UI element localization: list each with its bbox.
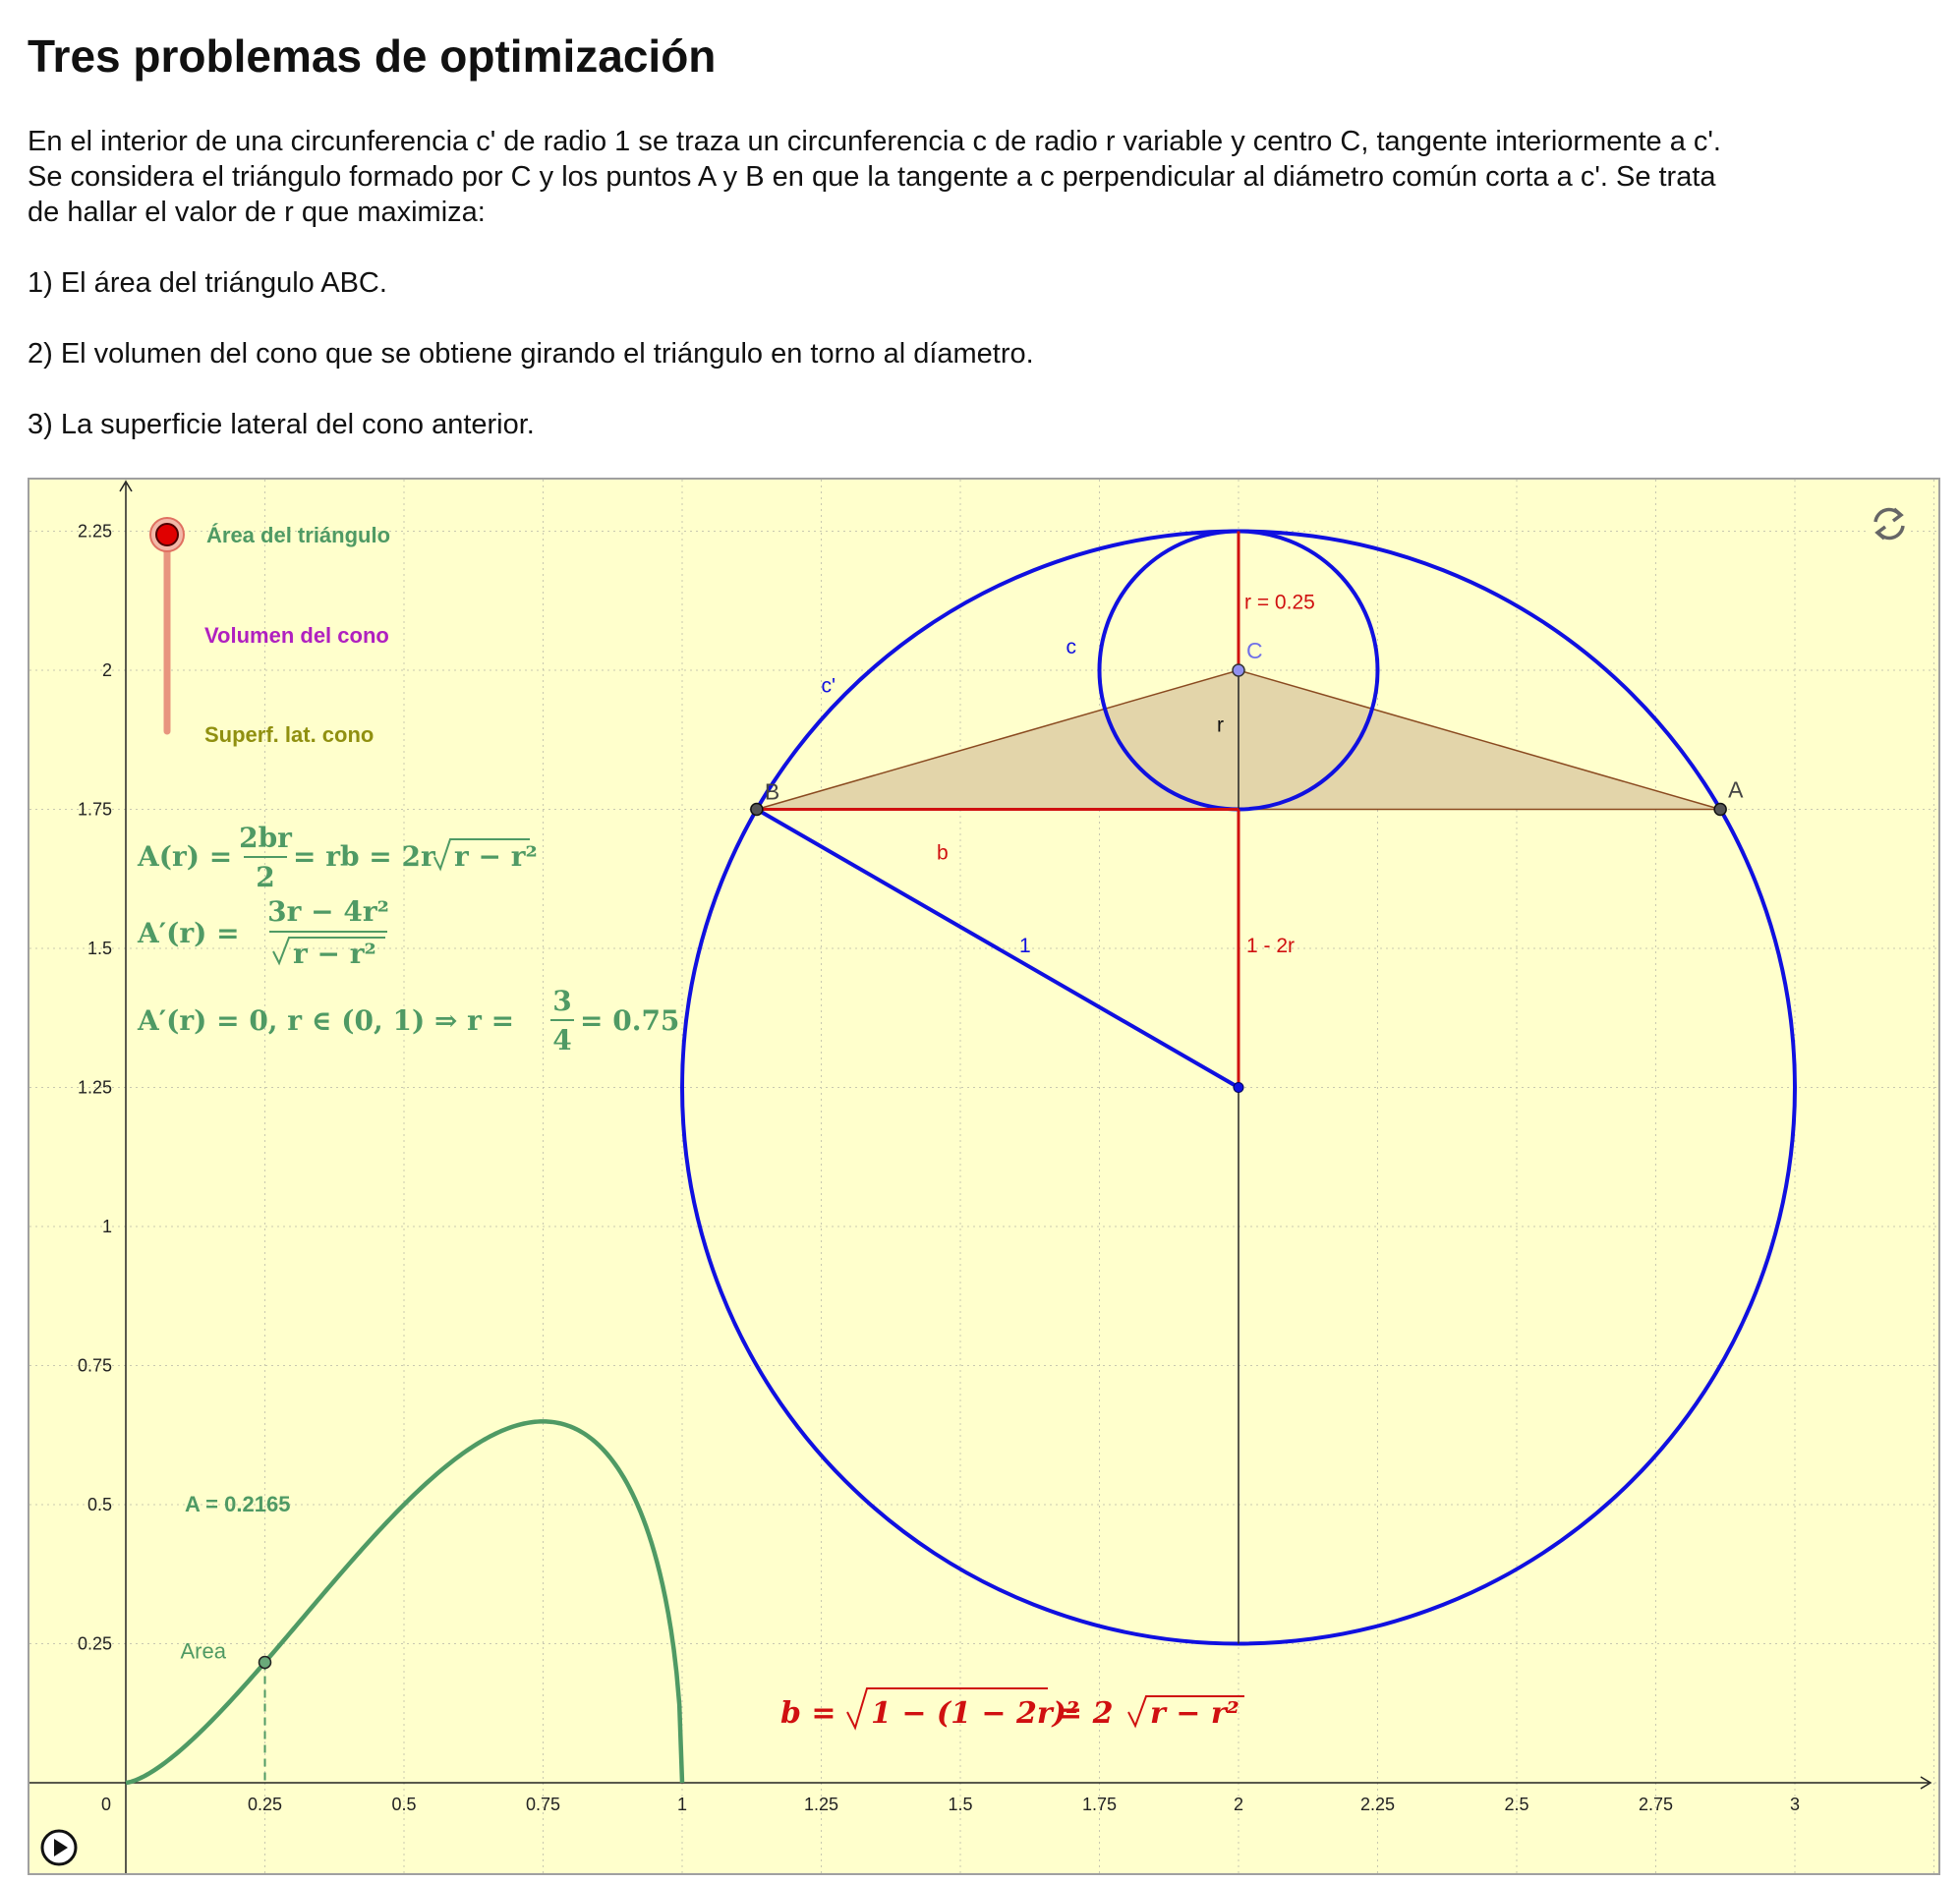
page-title: Tres problemas de optimización — [28, 30, 717, 82]
formula-area-rhs: = rb = 2r — [293, 840, 436, 873]
x-tick-label: 0.75 — [526, 1795, 560, 1814]
curve-point[interactable] — [258, 1655, 272, 1670]
problem-item-2: 2) El volumen del cono que se obtiene gi… — [28, 338, 1034, 370]
formula-critical-point: A′(r) = 0, r ∈ (0, 1) ⇒ r = 3 4 = 0.75 — [137, 985, 679, 1056]
x-tick-labels: 0 0.25 0.5 0.75 1 1.25 1.5 1.75 2 2.25 2.5 2.75 3 — [101, 1795, 1800, 1814]
formula-area-numerator: 2br — [239, 822, 293, 854]
label-circle-c: c — [1066, 636, 1077, 658]
y-tick-label: 2 — [102, 660, 112, 680]
y-tick-label: 1.5 — [87, 939, 112, 958]
formula-b-root: 1 − (1 − 2r)² — [871, 1696, 1079, 1731]
formula-b-lhs: b = — [780, 1696, 836, 1731]
curve-point-label: Area — [181, 1638, 227, 1663]
x-tick-label: 0.25 — [248, 1795, 282, 1814]
x-tick-label: 2 — [1234, 1795, 1243, 1814]
option-area-label[interactable]: Área del triángulo — [206, 523, 390, 547]
formula-area-lhs: A(r) = — [137, 840, 232, 873]
label-one: 1 — [1019, 935, 1031, 957]
label-b: b — [937, 841, 949, 864]
x-tick-label: 1.5 — [948, 1795, 972, 1814]
label-point-a: A — [1728, 777, 1744, 803]
x-axis-arrow — [1920, 1776, 1932, 1790]
point-b[interactable] — [750, 802, 764, 817]
option-surface-label[interactable]: Superf. lat. cono — [204, 722, 374, 747]
formula-derivative-root: r − r² — [293, 938, 376, 970]
formula-derivative-lhs: A′(r) = — [137, 917, 240, 949]
formula-derivative: A′(r) = 3r − 4r² r − r² — [137, 895, 389, 970]
area-function-curve[interactable] — [125, 1419, 685, 1786]
y-tick-label: 2.25 — [78, 522, 112, 542]
x-tick-label: 1 — [677, 1795, 687, 1814]
intro-line-2: Se considera el triángulo formado por C … — [28, 161, 1716, 193]
area-value-label: A = 0.2165 — [185, 1492, 290, 1516]
intro-line-1: En el interior de una circunferencia c' … — [28, 126, 1721, 157]
formula-area-root-sign — [433, 838, 530, 872]
y-tick-label: 0.5 — [87, 1495, 112, 1514]
x-tick-label: 2.5 — [1504, 1795, 1528, 1814]
formula-b-root2: r − r² — [1150, 1696, 1239, 1731]
formula-critical-rhs: = 0.75 — [580, 1004, 679, 1037]
label-1-minus-2r: 1 - 2r — [1246, 935, 1295, 957]
y-axis-arrow — [119, 480, 133, 492]
formula-b-mid: = 2 — [1058, 1696, 1113, 1731]
y-tick-label: 1 — [102, 1217, 112, 1236]
axes — [29, 480, 1932, 1873]
segment-radius-1 — [755, 807, 1240, 1090]
center-point[interactable] — [1233, 1082, 1244, 1093]
x-tick-label: 1.75 — [1082, 1795, 1117, 1814]
geogebra-applet[interactable]: 0 0.25 0.5 0.75 1 1.25 1.5 1.75 2 2.25 2.5 2.75 3 0.… — [28, 478, 1940, 1875]
formula-area: A(r) = 2br 2 = rb = 2r r − r² — [137, 822, 538, 893]
graphics-view[interactable]: 0 0.25 0.5 0.75 1 1.25 1.5 1.75 2 2.25 2.5 2.75 3 0.… — [29, 480, 1938, 1873]
y-tick-label: 1.75 — [78, 800, 112, 820]
x-tick-label: 0 — [101, 1795, 111, 1814]
label-r-value: r = 0.25 — [1244, 592, 1315, 614]
problem-item-1: 1) El área del triángulo ABC. — [28, 267, 387, 299]
option-volume-label[interactable]: Volumen del cono — [204, 623, 389, 648]
y-tick-label: 0.75 — [78, 1356, 112, 1376]
point-a[interactable] — [1713, 802, 1727, 817]
y-tick-label: 0.25 — [78, 1634, 112, 1654]
formula-critical-numerator: 3 — [552, 985, 571, 1017]
formula-b-root-sign — [846, 1687, 1048, 1731]
label-circle-c-prime: c' — [822, 675, 836, 698]
x-tick-label: 1.25 — [804, 1795, 838, 1814]
x-tick-label: 3 — [1790, 1795, 1800, 1814]
formula-critical-lhs: A′(r) = 0, r ∈ (0, 1) ⇒ r = — [137, 1004, 514, 1037]
x-tick-label: 2.25 — [1360, 1795, 1395, 1814]
formula-derivative-numerator: 3r − 4r² — [267, 895, 389, 928]
grid — [29, 480, 1938, 1873]
formula-b-root2-sign — [1127, 1695, 1244, 1729]
option-slider-handle[interactable] — [155, 523, 179, 546]
play-icon[interactable] — [40, 1829, 78, 1866]
x-tick-label: 0.5 — [391, 1795, 416, 1814]
formula-critical-denominator: 4 — [552, 1024, 571, 1056]
formula-derivative-root-sign — [272, 937, 385, 966]
reset-icon[interactable] — [1868, 502, 1911, 545]
formula-area-denominator: 2 — [256, 861, 274, 893]
problem-item-3: 3) La superficie lateral del cono anteri… — [28, 409, 535, 440]
intro-line-3: de hallar el valor de r que maximiza: — [28, 197, 486, 228]
label-point-b: B — [765, 779, 779, 805]
y-tick-labels: 0.25 0.5 0.75 1 1.25 1.5 1.75 2 2.25 — [78, 522, 112, 1654]
label-point-c: C — [1246, 638, 1263, 663]
formula-area-root: r − r² — [454, 840, 538, 873]
y-tick-label: 1.25 — [78, 1078, 112, 1098]
x-tick-label: 2.75 — [1639, 1795, 1673, 1814]
point-c[interactable] — [1232, 663, 1245, 677]
formula-b: b = 1 − (1 − 2r)² = 2 r − r² — [780, 1687, 1244, 1731]
label-r: r — [1217, 713, 1224, 736]
